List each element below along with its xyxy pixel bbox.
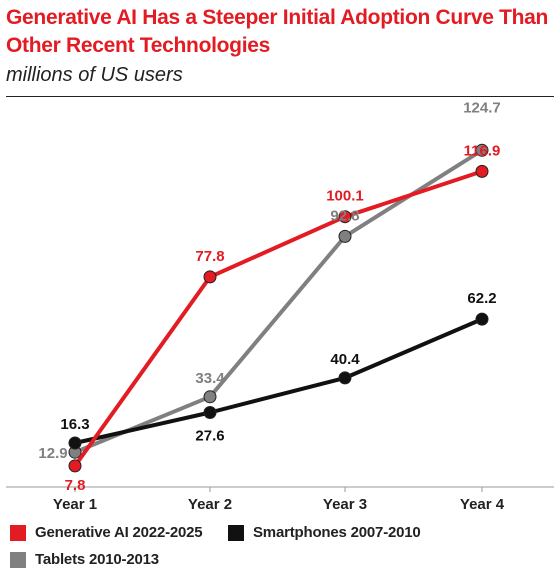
legend-label-generative-ai: Generative AI 2022-2025: [35, 524, 203, 541]
chart-title: Generative AI Has a Steeper Initial Adop…: [6, 6, 549, 57]
data-label-tablets-2010-2013-2: 33.4: [195, 370, 225, 387]
x-tick-label-year-3: Year 3: [323, 496, 367, 513]
data-label-tablets-2010-2013-4: 124.7: [463, 99, 501, 116]
data-label-tablets-2010-2013-1: 12.9: [38, 445, 67, 462]
chart-subtitle: millions of US users: [6, 64, 183, 86]
series-layer: [68, 143, 489, 473]
data-label-smartphones-2007-2010-1: 16.3: [60, 416, 89, 433]
data-labels: 12.9 33.4 92.8 124.7 16.3 27.6 40.4 62.2 7.8 77.8…: [38, 99, 500, 494]
data-point-tablets-2010-2013-3: [338, 229, 352, 243]
data-point-smartphones-2007-2010-3: [338, 371, 352, 385]
legend-item-tablets: Tablets 2010-2013: [10, 551, 159, 568]
data-point-smartphones-2007-2010-4: [475, 312, 489, 326]
data-label-generative-ai-2022-2025-4: 116.9: [464, 142, 501, 159]
data-label-tablets-2010-2013-3: 92.8: [330, 207, 359, 224]
data-point-smartphones-2007-2010-2: [203, 406, 217, 419]
series-line-generative-ai-2022-2025: [73, 169, 484, 468]
series-line-smartphones-2007-2010: [73, 317, 484, 445]
line-chart: Year 1 Year 2 Year 3 Year 4 12.9 33.4 92.8 124…: [6, 99, 554, 513]
data-label-generative-ai-2022-2025-3: 100.1: [326, 188, 364, 205]
data-label-smartphones-2007-2010-2: 27.6: [195, 428, 224, 445]
data-point-generative-ai-2022-2025-3: [338, 210, 352, 224]
title-divider: [6, 96, 554, 97]
legend-swatch-generative-ai: [10, 524, 26, 541]
series-smartphones-2007-2010: [68, 312, 489, 450]
legend-swatch-tablets: [10, 551, 26, 568]
data-label-generative-ai-2022-2025-2: 77.8: [195, 248, 224, 265]
x-axis: Year 1 Year 2 Year 3 Year 4: [6, 486, 554, 513]
data-point-tablets-2010-2013-2: [203, 390, 217, 404]
data-label-smartphones-2007-2010-4: 62.2: [467, 290, 496, 307]
data-point-smartphones-2007-2010-1: [68, 436, 82, 450]
data-label-smartphones-2007-2010-3: 40.4: [330, 351, 360, 368]
legend-item-generative-ai: Generative AI 2022-2025: [10, 524, 203, 541]
x-tick-label-year-4: Year 4: [460, 496, 505, 513]
data-label-generative-ai-2022-2025-1: 7.8: [65, 477, 86, 494]
data-point-tablets-2010-2013-4: [475, 143, 489, 157]
data-point-generative-ai-2022-2025-2: [203, 270, 217, 284]
series-generative-ai-2022-2025: [68, 164, 489, 473]
legend-item-smartphones: Smartphones 2007-2010: [228, 524, 421, 541]
x-tick-label-year-2: Year 2: [188, 496, 232, 513]
legend: Generative AI 2022-2025 Smartphones 2007…: [10, 520, 550, 570]
x-tick-label-year-1: Year 1: [53, 496, 97, 513]
series-line-tablets-2010-2013: [73, 148, 484, 455]
data-point-generative-ai-2022-2025-4: [475, 164, 489, 178]
legend-swatch-smartphones: [228, 524, 244, 541]
legend-label-tablets: Tablets 2010-2013: [35, 551, 159, 568]
legend-label-smartphones: Smartphones 2007-2010: [253, 524, 421, 541]
data-point-generative-ai-2022-2025-1: [68, 459, 82, 473]
